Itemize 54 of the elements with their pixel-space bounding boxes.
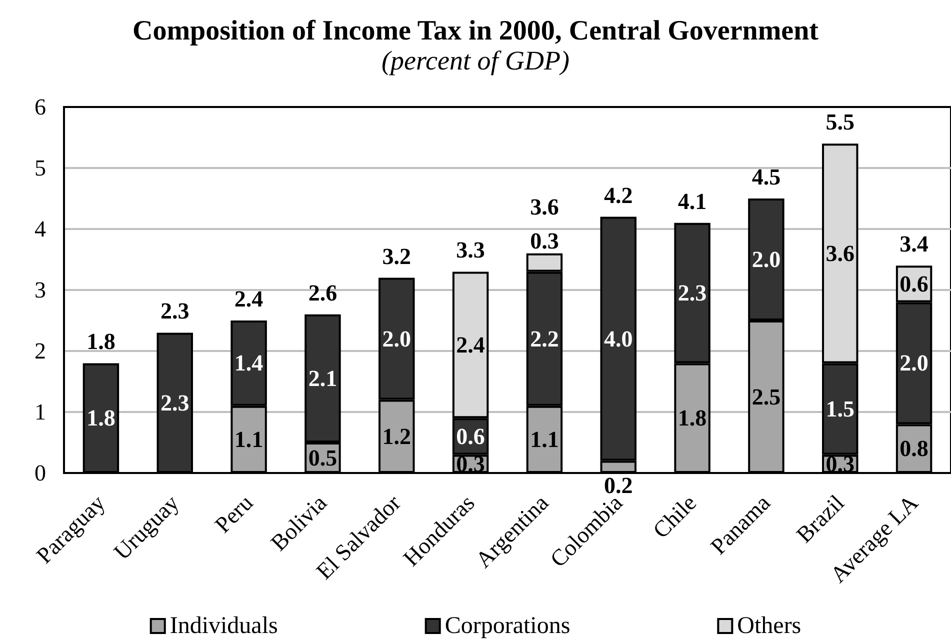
total-label: 2.4 bbox=[234, 286, 264, 312]
data-label: 1.1 bbox=[530, 426, 559, 452]
legend-label: Corporations bbox=[444, 613, 570, 639]
total-label: 4.5 bbox=[752, 164, 781, 190]
x-tick-label: Chile bbox=[648, 490, 702, 544]
data-label: 0.3 bbox=[530, 228, 559, 254]
y-tick-label: 3 bbox=[34, 278, 46, 302]
data-label: 0.2 bbox=[604, 473, 633, 498]
data-label: 2.0 bbox=[752, 247, 781, 272]
total-label: 3.3 bbox=[456, 238, 485, 263]
total-label: 4.1 bbox=[678, 188, 707, 214]
data-label: 0.6 bbox=[900, 271, 928, 296]
data-label: 2.0 bbox=[900, 350, 928, 376]
data-label: 2.3 bbox=[678, 280, 707, 306]
y-tick-label: 5 bbox=[34, 156, 46, 180]
data-label: 0.8 bbox=[900, 436, 928, 462]
data-label: 2.5 bbox=[752, 384, 781, 410]
legend-label: Individuals bbox=[170, 613, 278, 639]
bar bbox=[82, 363, 120, 473]
data-label: 1.4 bbox=[234, 350, 264, 376]
data-label: 3.6 bbox=[826, 240, 854, 266]
total-label: 4.2 bbox=[604, 182, 633, 208]
data-label: 2.3 bbox=[160, 390, 190, 416]
data-label: 0.5 bbox=[308, 445, 338, 470]
chart-subtitle: (percent of GDP) bbox=[382, 46, 570, 76]
total-label: 2.6 bbox=[308, 280, 338, 306]
x-tick-label: Peru bbox=[210, 490, 258, 538]
legend-label: Others bbox=[737, 613, 802, 639]
total-label: 3.2 bbox=[382, 244, 411, 269]
data-label: 2.1 bbox=[308, 366, 338, 391]
data-label: 1.5 bbox=[826, 396, 854, 422]
total-label: 3.4 bbox=[900, 232, 929, 257]
data-label: 1.8 bbox=[86, 406, 116, 431]
y-tick-label: 6 bbox=[34, 94, 46, 120]
data-label: 2.0 bbox=[382, 326, 411, 352]
data-label: 0.3 bbox=[826, 451, 854, 476]
data-label: 1.8 bbox=[678, 406, 707, 431]
y-tick-label: 0 bbox=[34, 460, 46, 486]
y-tick-label: 2 bbox=[34, 338, 46, 364]
data-label: 1.1 bbox=[234, 426, 264, 452]
data-label: 2.2 bbox=[530, 326, 559, 352]
data-label: 0.6 bbox=[456, 424, 485, 449]
data-label: 4.0 bbox=[604, 326, 633, 352]
total-label: 5.5 bbox=[826, 110, 854, 135]
data-label: 1.2 bbox=[382, 424, 411, 449]
y-tick-label: 4 bbox=[34, 216, 46, 242]
data-label: 0.3 bbox=[456, 451, 485, 476]
chart-title: Composition of Income Tax in 2000, Central Government bbox=[132, 16, 820, 46]
total-label: 2.3 bbox=[160, 298, 190, 324]
y-tick-label: 1 bbox=[34, 400, 46, 424]
bar bbox=[156, 332, 193, 473]
total-label: 1.8 bbox=[86, 329, 116, 354]
data-label: 2.4 bbox=[456, 332, 486, 358]
total-label: 3.6 bbox=[530, 194, 559, 220]
